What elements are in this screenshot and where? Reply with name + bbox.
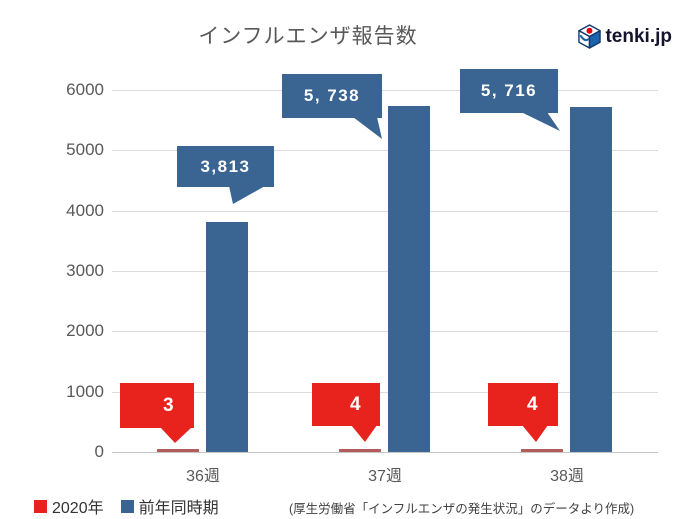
callout-tail <box>353 117 382 139</box>
bar-prev-year <box>570 107 612 452</box>
tenki-logo-text: tenki.jp <box>605 25 672 47</box>
bar-2020 <box>339 449 381 452</box>
y-axis-label: 1000 <box>66 382 104 401</box>
chart-title: インフルエンザ報告数 <box>198 25 418 48</box>
gridline <box>112 452 658 453</box>
y-axis-label: 6000 <box>66 80 104 99</box>
legend-label: 2020年 <box>52 500 104 517</box>
callout-tail <box>229 186 265 204</box>
value-callout: 5, 716 <box>460 69 558 113</box>
value-callout: 4 <box>488 383 558 426</box>
y-axis-label: 3000 <box>66 261 104 280</box>
gridline <box>112 211 658 212</box>
value-callout: 5, 738 <box>282 74 382 118</box>
legend-swatch <box>120 499 134 513</box>
x-axis-label: 36週 <box>186 468 220 485</box>
gridline <box>112 150 658 151</box>
bar-2020 <box>157 449 199 452</box>
callout-tail <box>160 427 192 443</box>
value-callout: 4 <box>312 383 380 426</box>
y-axis-label: 0 <box>94 442 104 461</box>
tenki-logo: tenki.jp <box>578 24 672 49</box>
legend-item: 前年同時期 <box>120 494 219 518</box>
gridline <box>112 90 658 91</box>
bar-prev-year <box>388 106 430 452</box>
tenki-cube-icon <box>578 24 602 49</box>
y-axis-label: 2000 <box>66 321 104 340</box>
callout-tail <box>522 425 548 442</box>
legend-swatch <box>34 499 47 513</box>
legend-item: 2020年 <box>34 494 104 518</box>
legend-label: 前年同時期 <box>138 500 219 517</box>
x-axis-label: 38週 <box>550 468 584 485</box>
bar-prev-year <box>206 222 248 452</box>
source-note: (厚生労働省「インフルエンザの発生状況」のデータより作成) <box>289 502 635 516</box>
callout-tail <box>521 112 560 131</box>
y-axis-label: 5000 <box>66 140 104 159</box>
gridline <box>112 271 658 272</box>
chart-legend: 2020年 前年同時期 <box>34 494 219 518</box>
gridline <box>112 392 658 393</box>
callout-tail <box>351 425 377 442</box>
bar-2020 <box>521 449 563 452</box>
value-callout: 3,813 <box>177 146 274 187</box>
x-axis-label: 37週 <box>368 468 402 485</box>
y-axis-label: 4000 <box>66 201 104 220</box>
value-callout: 3 <box>120 383 194 428</box>
gridline <box>112 331 658 332</box>
